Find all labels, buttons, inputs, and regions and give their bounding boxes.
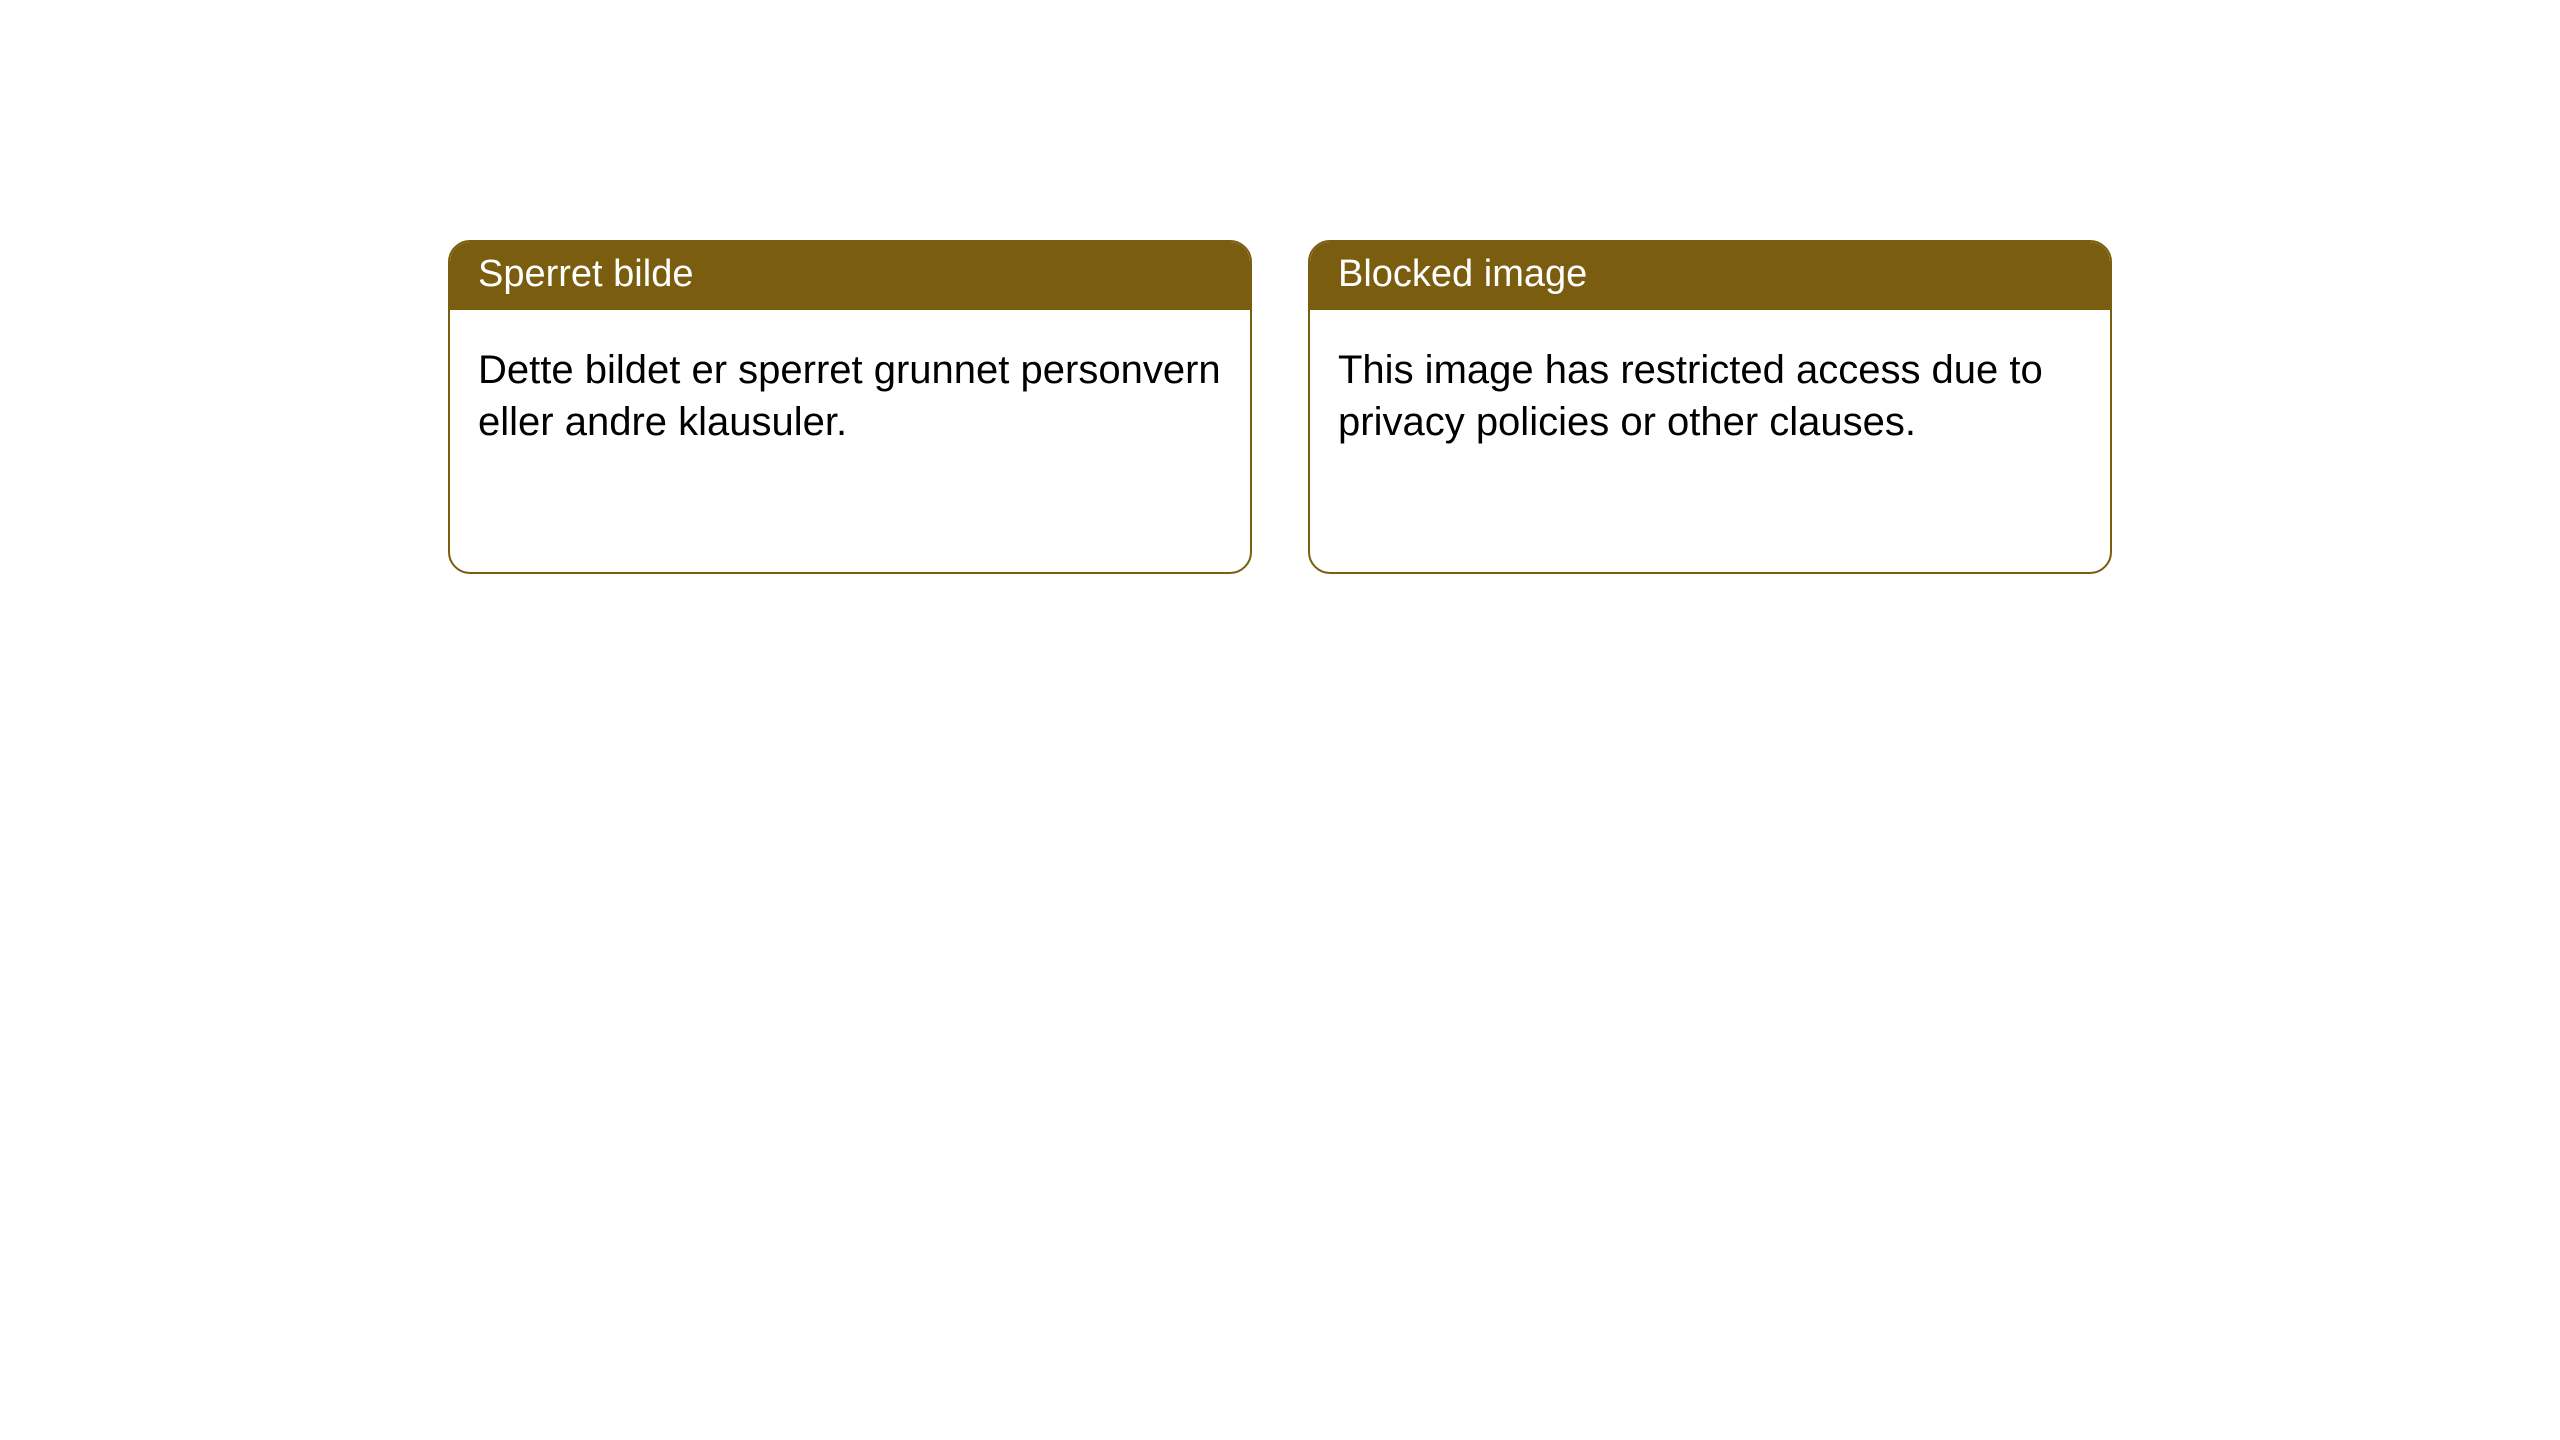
card-header-en: Blocked image [1310, 242, 2110, 310]
card-body-en: This image has restricted access due to … [1310, 310, 2110, 484]
card-body-no: Dette bildet er sperret grunnet personve… [450, 310, 1250, 484]
card-header-no: Sperret bilde [450, 242, 1250, 310]
notice-container: Sperret bilde Dette bildet er sperret gr… [0, 0, 2560, 574]
blocked-image-card-en: Blocked image This image has restricted … [1308, 240, 2112, 574]
blocked-image-card-no: Sperret bilde Dette bildet er sperret gr… [448, 240, 1252, 574]
